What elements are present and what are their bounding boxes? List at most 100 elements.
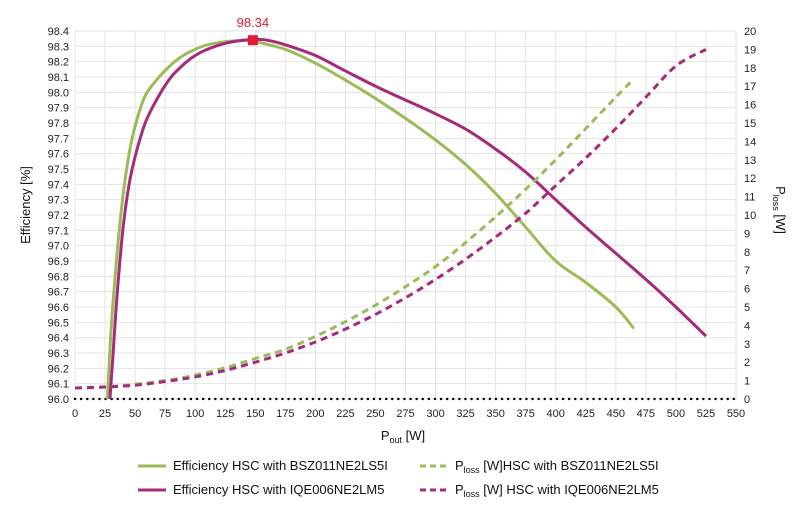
- x-axis-title-main: P: [381, 428, 390, 443]
- y-right-tick-label: 2: [744, 357, 750, 369]
- x-tick-label: 100: [186, 408, 204, 420]
- x-axis-title-sub: out: [390, 435, 403, 445]
- y-left-tick-label: 98.3: [48, 41, 69, 53]
- y-left-tick-label: 98.0: [48, 87, 69, 99]
- y-right-tick-label: 12: [744, 173, 756, 185]
- x-tick-label: 275: [396, 408, 414, 420]
- x-tick-label: 500: [667, 408, 685, 420]
- y-left-tick-label: 98.4: [48, 26, 69, 38]
- y-left-tick-label: 97.4: [48, 179, 69, 191]
- y-right-tick-label: 18: [744, 63, 756, 75]
- x-axis-title: Pout [W]: [381, 428, 425, 445]
- x-tick-label: 0: [72, 408, 78, 420]
- legend-label-ploss-bsz-rest: [W]HSC with BSZ011NE2LS5I: [480, 458, 659, 473]
- x-tick-label: 150: [246, 408, 264, 420]
- x-tick-label: 375: [517, 408, 535, 420]
- x-tick-label: 350: [486, 408, 504, 420]
- y-right-tick-label: 8: [744, 247, 750, 259]
- series-ploss-iqe: [74, 48, 707, 390]
- peak-value-label: 98.34: [237, 15, 270, 30]
- y-right-tick-label: 4: [744, 320, 750, 332]
- y-left-tick-label: 97.1: [48, 225, 69, 237]
- y-left-tick-label: 96.4: [48, 333, 69, 345]
- y-right-tick-label: 9: [744, 228, 750, 240]
- y-left-tick-label: 97.9: [48, 103, 69, 115]
- y-left-tick-label: 97.5: [48, 164, 69, 176]
- y-axis-left-title: Efficiency [%]: [18, 166, 33, 244]
- x-tick-label: 50: [129, 408, 141, 420]
- legend-label-ploss-bsz: Ploss [W]HSC with BSZ011NE2LS5I: [455, 458, 659, 475]
- legend-label-ploss-iqe-rest: [W] HSC with IQE006NE2LM5: [480, 482, 659, 497]
- x-tick-label: 325: [456, 408, 474, 420]
- y-right-tick-label: 0: [744, 394, 750, 406]
- y-left-tick-label: 96.7: [48, 287, 69, 299]
- y-right-tick-label: 13: [744, 155, 756, 167]
- x-tick-label: 525: [697, 408, 715, 420]
- peak-annotation: 98.34: [237, 15, 270, 46]
- x-tick-label: 175: [276, 408, 294, 420]
- x-tick-label: 125: [216, 408, 234, 420]
- y-left-tick-label: 97.2: [48, 210, 69, 222]
- legend-label-ploss-bsz-sub: loss: [464, 465, 481, 475]
- x-tick-label: 550: [727, 408, 745, 420]
- legend-label-ploss-iqe: Ploss [W] HSC with IQE006NE2LM5: [455, 482, 659, 499]
- y-right-tick-label: 7: [744, 265, 750, 277]
- y-left-tick-label: 97.6: [48, 149, 69, 161]
- legend: Efficiency HSC with BSZ011NE2LS5I Effici…: [138, 458, 659, 499]
- y-left-tick-label: 96.5: [48, 317, 69, 329]
- y-right-tick-label: 5: [744, 302, 750, 314]
- y-right-tick-label: 20: [744, 26, 756, 38]
- x-tick-label: 75: [159, 408, 171, 420]
- y-left-tick-label: 96.8: [48, 271, 69, 283]
- y-right-tick-label: 17: [744, 81, 756, 93]
- series-ploss-bsz: [74, 77, 635, 390]
- x-tick-label: 250: [366, 408, 384, 420]
- legend-label-ploss-iqe-main: P: [455, 482, 464, 497]
- y-left-tick-label: 97.0: [48, 241, 69, 253]
- x-axis-title-unit: [W]: [402, 428, 425, 443]
- x-tick-label: 25: [99, 408, 111, 420]
- y-left-tick-label: 96.0: [48, 394, 69, 406]
- left-axis-ticks: 96.0 96.1 96.2 96.3 96.4 96.5 96.6 96.7 96.8 96.9…: [48, 26, 69, 406]
- series-efficiency-iqe: [108, 37, 708, 400]
- x-tick-label: 300: [426, 408, 444, 420]
- legend-item-eff-iqe: Efficiency HSC with IQE006NE2LM5: [138, 482, 384, 497]
- legend-item-ploss-bsz: Ploss [W]HSC with BSZ011NE2LS5I: [420, 458, 659, 475]
- y-right-tick-label: 11: [744, 192, 755, 204]
- y-right-tick-label: 1: [744, 376, 750, 388]
- x-tick-label: 400: [547, 408, 565, 420]
- series-efficiency-bsz: [105, 38, 635, 400]
- x-tick-label: 200: [306, 408, 324, 420]
- x-tick-label: 225: [336, 408, 354, 420]
- y-right-tick-label: 19: [744, 44, 756, 56]
- y-axis-right-title-main: P: [773, 186, 788, 195]
- legend-label-ploss-bsz-main: P: [455, 458, 464, 473]
- legend-item-eff-bsz: Efficiency HSC with BSZ011NE2LS5I: [138, 458, 388, 473]
- y-axis-right-title-unit: [W]: [773, 211, 788, 234]
- y-right-tick-label: 15: [744, 118, 756, 130]
- y-left-tick-label: 96.2: [48, 363, 69, 375]
- y-right-tick-label: 16: [744, 100, 756, 112]
- y-left-tick-label: 96.3: [48, 348, 69, 360]
- x-tick-label: 450: [607, 408, 625, 420]
- y-left-tick-label: 97.8: [48, 118, 69, 130]
- y-axis-right-title-sub: loss: [771, 195, 781, 212]
- x-axis-ticks: 0 25 50 75 100 125 150 175 200 225 250 275 300 325 350…: [72, 408, 745, 420]
- y-right-tick-label: 6: [744, 284, 750, 296]
- x-tick-label: 425: [577, 408, 595, 420]
- legend-label-eff-iqe: Efficiency HSC with IQE006NE2LM5: [173, 482, 384, 497]
- y-right-tick-label: 14: [744, 136, 756, 148]
- x-tick-label: 475: [637, 408, 655, 420]
- y-left-tick-label: 98.2: [48, 57, 69, 69]
- peak-marker: [247, 35, 258, 46]
- y-left-tick-label: 96.1: [48, 379, 69, 391]
- y-right-tick-label: 10: [744, 210, 756, 222]
- grid-lines: [74, 30, 737, 400]
- legend-label-eff-bsz: Efficiency HSC with BSZ011NE2LS5I: [173, 458, 388, 473]
- series-lines: [73, 37, 738, 401]
- legend-item-ploss-iqe: Ploss [W] HSC with IQE006NE2LM5: [420, 482, 659, 499]
- y-left-tick-label: 97.3: [48, 195, 69, 207]
- y-axis-right-title: Ploss [W]: [771, 186, 788, 234]
